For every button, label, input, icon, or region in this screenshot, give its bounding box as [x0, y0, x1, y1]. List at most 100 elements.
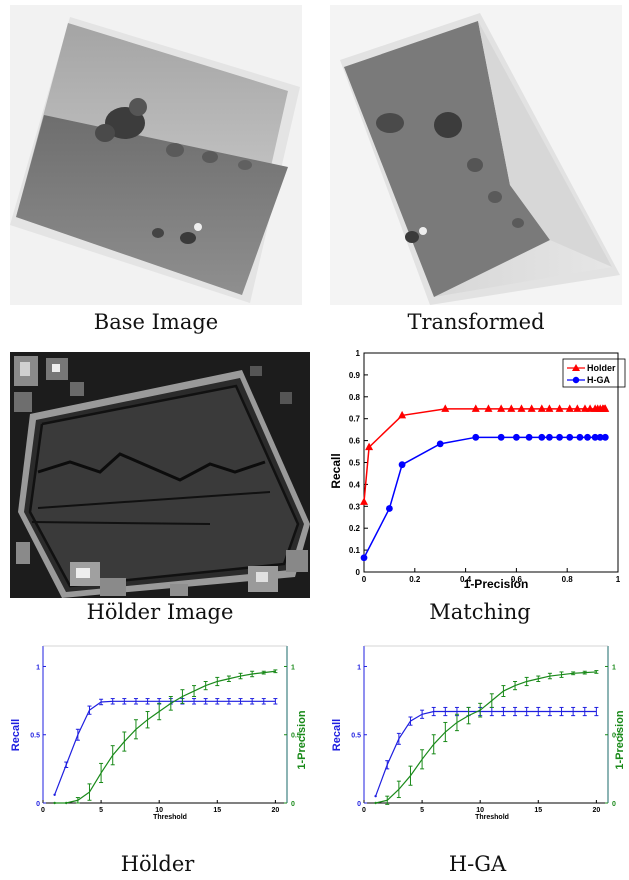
matching-holder-point	[484, 404, 493, 412]
matching-x-tick-label: 0.4	[460, 575, 472, 584]
holder-y-tick-label: 0	[36, 801, 40, 808]
matching-chart: 1-Precision Recall Holder H-GA 0 0.1 0.2 0.…	[329, 349, 626, 591]
holder-precision-point	[53, 801, 56, 805]
matching-hga-point	[596, 433, 604, 441]
matching-holder-point	[580, 404, 589, 412]
holder-y2-tick-label: 1	[291, 664, 295, 671]
matching-x-tick-label: 0.2	[409, 575, 421, 584]
legend-hga-label: H-GA	[587, 375, 610, 385]
holder-y2-label: 1-Precision	[296, 710, 308, 770]
caption-hga: H-GA	[448, 852, 507, 876]
caption-transformed: Transformed	[407, 310, 545, 334]
matching-x-tick-label: 0	[362, 575, 367, 584]
base-image	[10, 5, 302, 305]
matching-hga-point	[601, 433, 609, 441]
hga-x-tick-label: 0	[362, 807, 366, 814]
matching-holder-point	[360, 497, 368, 505]
holder-image-panel	[10, 352, 310, 598]
matching-hga-point	[497, 433, 505, 441]
matching-hga-point	[513, 433, 520, 441]
matching-y-tick-label: 0.9	[349, 371, 361, 380]
holder-precision-line	[54, 670, 276, 804]
legend-circle-marker-icon	[572, 376, 580, 384]
matching-y-tick-label: 1	[356, 349, 361, 358]
matching-holder-point	[527, 404, 536, 412]
holder-recall-line	[54, 700, 276, 796]
hga-recall-point	[374, 794, 377, 798]
holder-y-tick-label: 0.5	[30, 733, 40, 740]
matching-series-line-hga	[363, 436, 606, 559]
holder-threshold-chart: Threshold Recall 1-Precision 0 5 10 15 2000.…	[10, 645, 308, 821]
hga-precision-line	[375, 671, 597, 804]
matching-y-label: Recall	[329, 453, 343, 488]
matching-hga-point	[576, 433, 584, 441]
hga-y-tick-label: 0.5	[351, 733, 361, 740]
matching-x-tick-label: 0.6	[511, 575, 523, 584]
matching-legend: Holder H-GA	[562, 358, 626, 388]
matching-holder-point	[497, 404, 506, 412]
matching-y-tick-label: 0.3	[349, 502, 361, 511]
holder-y-tick-label: 1	[36, 664, 40, 671]
holder-x-tick-label: 0	[41, 807, 45, 814]
holder-recall-point	[53, 793, 56, 797]
holder-threshold-chart-panel: Threshold Recall 1-Precision 0 5 10 15 20 0 0.…	[5, 640, 310, 822]
caption-base-image: Base Image	[93, 310, 219, 334]
transformed-image-panel	[330, 5, 622, 305]
hga-y-label: Recall	[331, 719, 343, 751]
hga-x-tick-label: 15	[534, 807, 542, 814]
matching-holder-point	[398, 410, 407, 419]
holder-x-tick-label: 10	[155, 807, 163, 814]
caption-matching: Matching	[429, 600, 531, 624]
matching-hga-point	[525, 433, 533, 441]
matching-hga-point	[591, 433, 599, 441]
matching-hga-point	[436, 440, 444, 448]
matching-holder-point	[537, 404, 546, 412]
matching-holder-point	[601, 404, 610, 412]
hga-y2-tick-label: 0	[612, 801, 616, 808]
hga-x-label: Threshold	[475, 814, 509, 821]
matching-holder-point	[517, 404, 526, 412]
hga-precision-point	[374, 801, 377, 805]
matching-hga-point	[546, 433, 553, 441]
hga-y-tick-label: 1	[357, 664, 361, 671]
hga-threshold-chart: Threshold Recall 1-Precision 0 5 10 15 2000.…	[331, 645, 626, 821]
matching-holder-point	[586, 404, 595, 412]
matching-hga-point	[556, 433, 563, 441]
matching-y-tick-label: 0.2	[349, 524, 361, 533]
legend-holder-label: Holder	[587, 363, 616, 373]
matching-x-tick-label: 1	[616, 575, 621, 584]
matching-y-tick-label: 0.5	[349, 459, 361, 468]
matching-x-label: 1-Precision	[464, 577, 529, 591]
hga-x-tick-label: 20	[592, 807, 600, 814]
holder-x-tick-label: 15	[213, 807, 221, 814]
holder-y2-tick-label: 0	[291, 801, 295, 808]
matching-y-tick-label: 0.6	[349, 437, 361, 446]
matching-y-tick-label: 0.4	[349, 480, 361, 489]
hga-y-tick-label: 0	[357, 801, 361, 808]
matching-chart-panel: 1-Precision Recall Holder H-GA 0 0.1 0.2 0.…	[328, 343, 628, 601]
matching-y-tick-label: 0.8	[349, 393, 361, 402]
matching-holder-point	[441, 404, 450, 412]
matching-holder-point	[471, 404, 480, 412]
matching-x-tick-label: 0.8	[562, 575, 574, 584]
base-image-panel	[10, 5, 302, 305]
hga-y2-tick-label: 1	[612, 664, 616, 671]
holder-precision-point	[65, 801, 68, 805]
matching-hga-point	[472, 433, 480, 441]
hga-y2-label: 1-Precision	[614, 710, 626, 770]
matching-holder-point	[365, 442, 374, 451]
holder-y2-tick-label: 0.5	[291, 733, 301, 740]
matching-y-tick-label: 0.7	[349, 415, 361, 424]
matching-hga-point	[538, 433, 546, 441]
matching-hga-point	[398, 461, 406, 469]
legend-triangle-marker-icon	[572, 364, 580, 371]
matching-hga-point	[360, 554, 368, 562]
holder-x-tick-label: 5	[99, 807, 103, 814]
hga-threshold-chart-panel: Threshold Recall 1-Precision 0 5 10 15 20 0 0.…	[326, 640, 629, 822]
matching-hga-point	[566, 433, 574, 441]
matching-holder-point	[507, 404, 516, 412]
matching-hga-point	[386, 505, 393, 512]
matching-series-line-holder	[363, 408, 606, 502]
matching-y-tick-label: 0	[356, 568, 361, 577]
matching-holder-point	[545, 404, 554, 412]
